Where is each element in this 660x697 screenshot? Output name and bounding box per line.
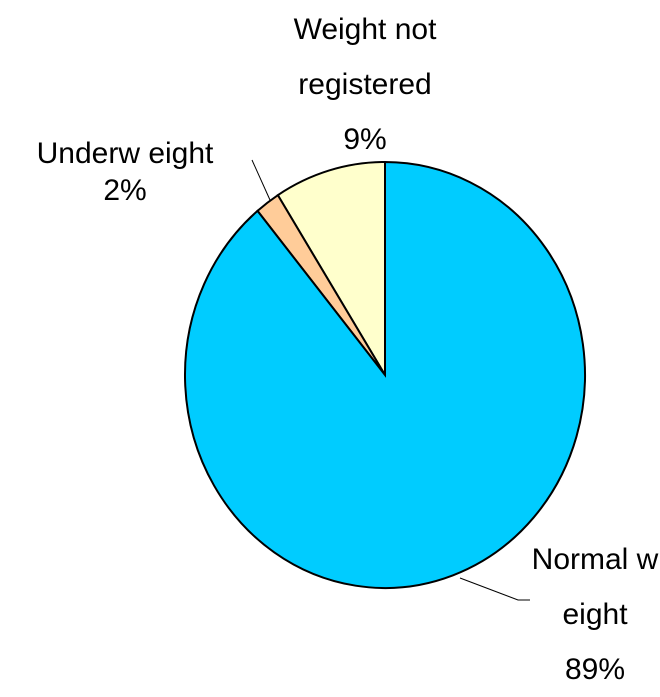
pie-slice bbox=[184, 160, 586, 589]
category-name: Underw eight bbox=[36, 137, 214, 170]
percent-label: 2% bbox=[103, 174, 147, 207]
category-name: Normal w eight bbox=[531, 543, 659, 631]
pie-slice bbox=[276, 160, 386, 379]
leader-line bbox=[251, 159, 271, 201]
category-name: Weight not registered bbox=[293, 13, 437, 101]
slice-label: Underw eight 2% bbox=[20, 135, 230, 209]
slice-label: Normal w eight 89% bbox=[530, 532, 660, 697]
leader-line bbox=[459, 577, 530, 601]
slice-label: Weight not registered 9% bbox=[260, 2, 470, 167]
percent-label: 9% bbox=[343, 123, 387, 156]
percent-label: 89% bbox=[564, 653, 626, 686]
